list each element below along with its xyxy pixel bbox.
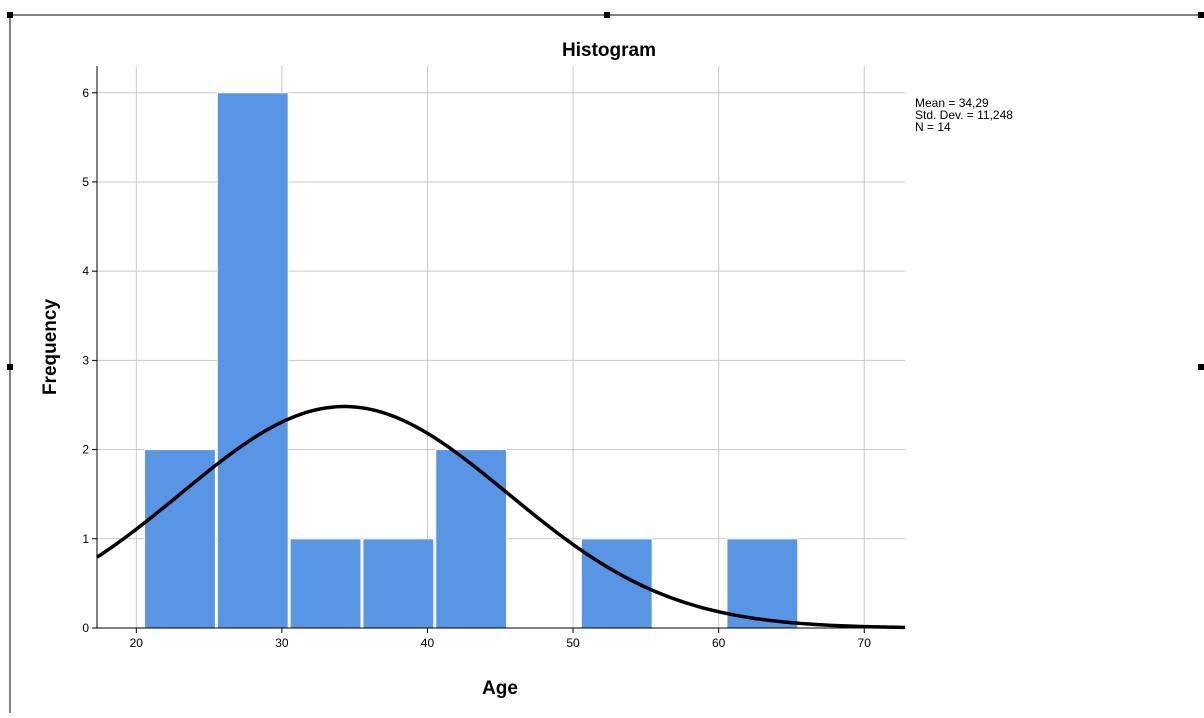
x-tick-label: 70 <box>858 636 872 650</box>
normal-curve <box>96 404 906 630</box>
histogram-bar <box>435 449 508 629</box>
x-tick-label: 30 <box>275 636 289 650</box>
stats-mean: Mean = 34,29 <box>915 96 989 110</box>
y-tick-label: 1 <box>82 532 89 546</box>
axes <box>96 66 905 629</box>
resize-handle-top-right[interactable] <box>1198 12 1204 18</box>
resize-handle-top-left[interactable] <box>7 12 13 18</box>
x-tick-label: 50 <box>566 636 580 650</box>
x-tick-label: 20 <box>130 636 144 650</box>
stats-std-dev: Std. Dev. = 11,248 <box>915 108 1013 122</box>
stats-annotation: Mean = 34,29 Std. Dev. = 11,248 N = 14 <box>915 96 1013 134</box>
histogram-bars <box>144 92 799 629</box>
histogram-bar <box>144 449 216 629</box>
x-tick-label: 40 <box>421 636 435 650</box>
histogram-bar <box>289 538 362 629</box>
y-tick-label: 0 <box>82 621 89 635</box>
resize-handle-left[interactable] <box>7 364 13 370</box>
tick-labels: 20 30 40 50 60 70 0 1 2 3 4 5 6 <box>82 86 871 650</box>
x-tick-label: 60 <box>712 636 726 650</box>
y-tick-label: 2 <box>82 443 89 457</box>
normal-curve-layer <box>96 404 906 630</box>
y-tick-label: 5 <box>82 175 89 189</box>
y-tick-label: 4 <box>82 264 89 278</box>
resize-handle-right[interactable] <box>1198 364 1204 370</box>
chart-title: Histogram <box>562 40 656 61</box>
selection-frame[interactable] <box>7 12 1204 713</box>
histogram-bar <box>362 538 435 629</box>
x-axis-label: Age <box>482 678 518 699</box>
resize-handle-top[interactable] <box>604 12 610 18</box>
stats-n: N = 14 <box>915 120 951 134</box>
histogram-bar <box>216 92 289 629</box>
y-tick-label: 3 <box>82 353 89 367</box>
y-axis-label: Frequency <box>40 299 61 396</box>
y-tick-label: 6 <box>82 86 89 100</box>
